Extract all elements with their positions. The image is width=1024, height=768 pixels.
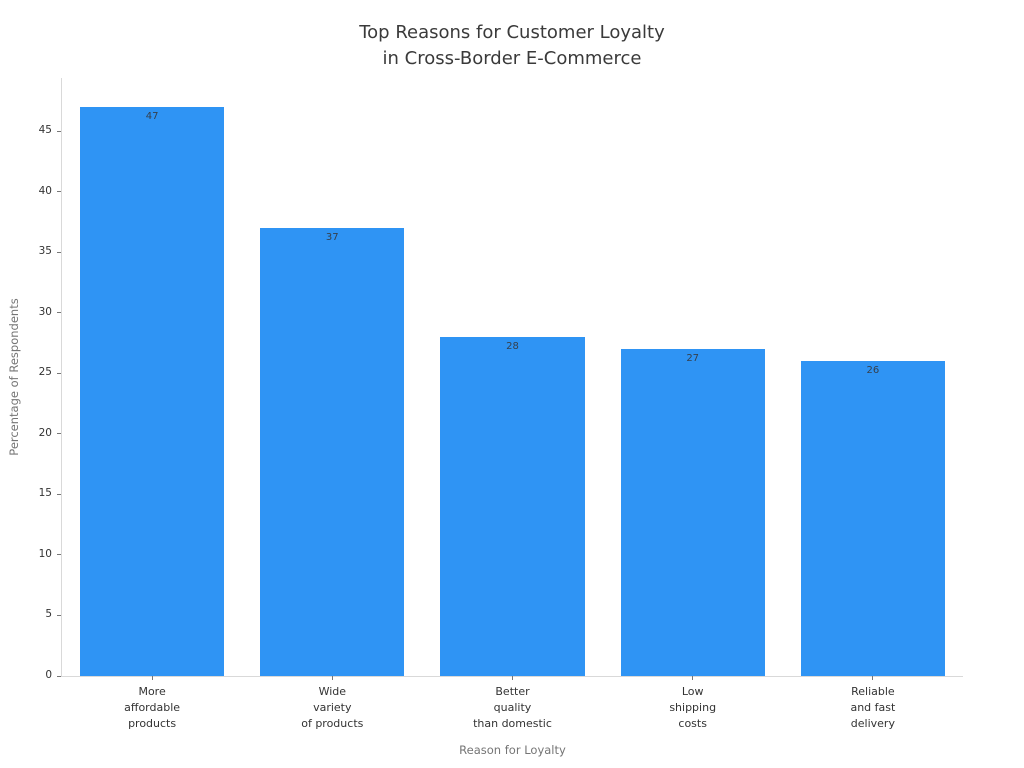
x-tick-mark [692, 676, 694, 680]
chart-title: Top Reasons for Customer Loyalty in Cros… [359, 22, 665, 69]
bar-value-label: 28 [506, 341, 519, 353]
y-tick-label: 30 [38, 305, 52, 318]
x-tick-mark [872, 676, 874, 680]
y-tick-mark [57, 614, 61, 616]
bar [620, 349, 765, 676]
bar [800, 361, 945, 676]
y-tick-mark [57, 433, 61, 435]
y-tick-label: 10 [38, 547, 52, 560]
x-tick-mark [151, 676, 153, 680]
y-tick-mark [57, 130, 61, 132]
plot-area: 0 5 10 15 20 25 30 35 40 45 47 More affordable prod… [39, 78, 963, 730]
y-tick-label: 15 [38, 487, 52, 500]
y-tick-mark [57, 675, 61, 677]
bar-value-label: 26 [866, 365, 880, 377]
y-tick-label: 20 [38, 426, 52, 439]
y-tick-label: 40 [38, 184, 52, 197]
bar [260, 228, 405, 676]
y-tick-label: 0 [45, 669, 52, 681]
y-tick-mark [57, 191, 61, 193]
y-tick-mark [57, 251, 61, 253]
y-axis-label: Percentage of Respondents [7, 298, 21, 456]
y-tick-mark [57, 372, 61, 374]
x-tick-label: Low shipping costs [669, 685, 717, 730]
y-tick-mark [57, 554, 61, 556]
x-tick-label: Wide variety of products [301, 685, 364, 730]
y-tick-label: 45 [38, 124, 52, 137]
bar-value-label: 47 [145, 111, 159, 123]
x-tick-label: Reliable and fast delivery [850, 685, 896, 730]
bar [440, 337, 585, 676]
y-tick-label: 35 [38, 245, 52, 258]
bar-value-label: 37 [325, 232, 339, 244]
bar-value-label: 27 [686, 353, 700, 365]
x-tick-label: More affordable products [124, 685, 181, 730]
y-tick-label: 5 [45, 608, 52, 621]
x-tick-mark [512, 676, 513, 680]
x-axis-label: Reason for Loyalty [459, 743, 566, 757]
y-axis-spine [61, 78, 62, 677]
x-tick-label: Better quality than domestic [473, 685, 552, 730]
y-tick-mark [57, 312, 61, 314]
bar [80, 107, 225, 676]
y-tick-label: 25 [38, 366, 52, 379]
y-tick-mark [57, 493, 61, 495]
x-tick-mark [331, 676, 333, 680]
